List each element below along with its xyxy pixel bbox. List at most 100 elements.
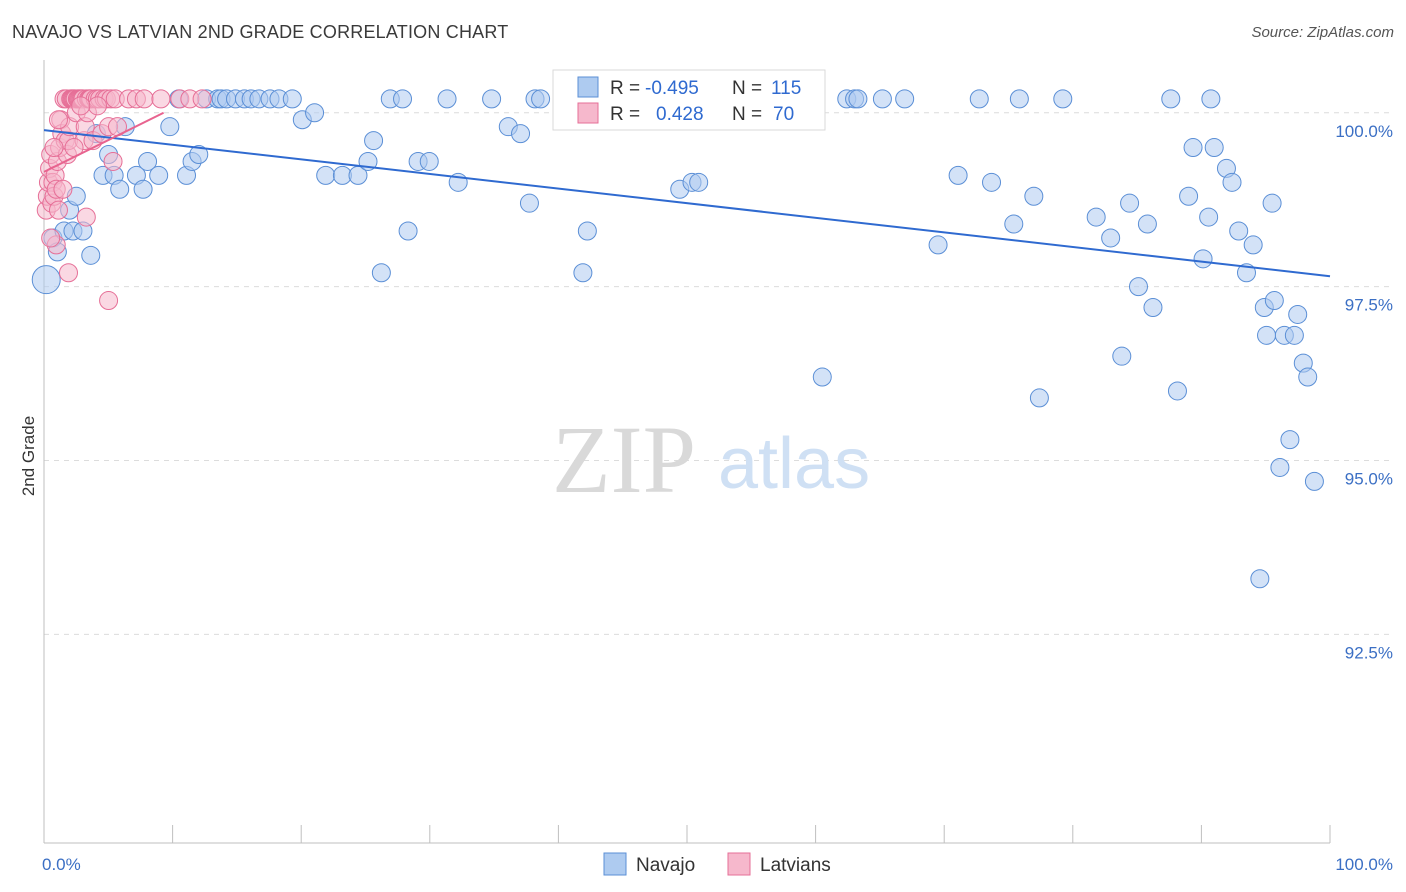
stats-swatch-latvians	[577, 102, 599, 124]
watermark: ZIP atlas	[552, 406, 870, 513]
navajo-point-45	[398, 221, 418, 241]
navajo-point-52	[511, 124, 531, 144]
legend: Navajo Latvians	[603, 852, 831, 876]
navajo-point-113	[1304, 471, 1324, 491]
watermark-atlas: atlas	[718, 424, 870, 504]
navajo-point-70	[872, 89, 892, 109]
latvian-point-68	[71, 96, 91, 116]
navajo-point-84	[1120, 193, 1140, 213]
navajo-point-101	[1250, 569, 1270, 589]
stats-r-label: R =	[610, 104, 640, 125]
stats-n-value-navajo: 115	[771, 78, 801, 99]
navajo-point-0	[31, 265, 61, 295]
navajo-point-91	[1183, 138, 1203, 158]
navajo-point-112	[1298, 367, 1318, 387]
navajo-point-83	[1112, 346, 1132, 366]
latvian-point-59	[192, 89, 212, 109]
navajo-point-53	[519, 193, 539, 213]
latvian-point-67	[87, 96, 107, 116]
navajo-point-50	[482, 89, 502, 109]
x-tick-label-1: 100.0%	[1335, 855, 1393, 874]
navajo-point-94	[1201, 89, 1221, 109]
stats-n-value-latvians: 70	[773, 104, 794, 125]
watermark-zip: ZIP	[552, 406, 696, 513]
stats-swatch-navajo	[577, 76, 599, 98]
navajo-point-74	[969, 89, 989, 109]
latvian-point-61	[99, 291, 119, 311]
navajo-point-80	[1053, 89, 1073, 109]
stats-n-label: N =	[732, 78, 762, 99]
navajo-point-72	[928, 235, 948, 255]
navajo-point-76	[1004, 214, 1024, 234]
legend-swatch-latvians	[727, 852, 751, 876]
navajo-point-98	[1229, 221, 1249, 241]
navajo-point-57	[573, 263, 593, 283]
navajo-point-66	[812, 367, 832, 387]
navajo-point-87	[1143, 298, 1163, 317]
navajo-point-92	[1193, 249, 1213, 269]
y-axis-label: 2nd Grade	[19, 416, 38, 496]
navajo-point-78	[1024, 186, 1044, 206]
x-tick-labels: 0.0% 100.0%	[42, 855, 1393, 874]
latvian-point-15	[53, 179, 73, 199]
navajo-point-95	[1204, 138, 1224, 158]
navajo-point-58	[577, 221, 597, 241]
stats-box: R = -0.495 N = 115 R = 0.428 N = 70	[552, 69, 826, 131]
legend-label-latvians: Latvians	[760, 855, 831, 876]
navajo-point-103	[1257, 325, 1277, 345]
navajo-point-93	[1199, 207, 1219, 227]
navajo-point-41	[364, 131, 384, 151]
chart-source: Source: ZipAtlas.com	[1251, 24, 1394, 41]
stats-r-value-navajo: -0.495	[645, 78, 699, 99]
navajo-point-48	[437, 89, 457, 109]
latvian-point-60	[58, 263, 78, 283]
navajo-point-97	[1222, 172, 1242, 192]
navajo-point-110	[1288, 304, 1308, 324]
data-points	[31, 89, 1324, 589]
navajo-point-86	[1137, 214, 1157, 234]
navajo-point-69	[848, 89, 868, 109]
y-tick-label-1: 97.5%	[1345, 296, 1393, 315]
y-tick-label-3: 92.5%	[1345, 643, 1393, 662]
latvian-point-55	[134, 89, 154, 109]
navajo-point-23	[189, 145, 209, 164]
navajo-point-44	[393, 89, 413, 109]
navajo-point-73	[948, 165, 968, 185]
stats-r-label: R =	[610, 78, 640, 99]
latvian-point-66	[48, 110, 68, 130]
latvian-point-64	[44, 138, 64, 158]
y-tick-labels: 100.0% 97.5% 95.0% 92.5%	[1335, 122, 1393, 663]
navajo-point-55	[531, 89, 551, 109]
latvian-trend-line	[43, 111, 165, 173]
axes	[43, 60, 1331, 844]
navajo-point-104	[1262, 193, 1282, 213]
y-tick-label-0: 100.0%	[1335, 122, 1393, 141]
navajo-point-108	[1280, 430, 1300, 450]
chart-title: NAVAJO VS LATVIAN 2ND GRADE CORRELATION …	[12, 22, 509, 42]
navajo-point-13	[110, 179, 130, 199]
navajo-point-19	[160, 117, 180, 137]
navajo-point-82	[1101, 228, 1121, 248]
navajo-point-75	[982, 172, 1002, 192]
navajo-point-85	[1128, 277, 1148, 297]
navajo-point-89	[1167, 381, 1187, 401]
navajo-point-16	[133, 179, 153, 199]
navajo-point-47	[419, 151, 439, 171]
legend-label-navajo: Navajo	[636, 855, 695, 876]
latvian-point-50	[103, 151, 123, 171]
stats-n-label: N =	[732, 104, 762, 125]
navajo-point-109	[1284, 325, 1304, 345]
navajo-point-42	[371, 263, 391, 283]
navajo-point-81	[1086, 207, 1106, 227]
navajo-point-106	[1270, 457, 1290, 477]
navajo-trend-line	[43, 129, 1331, 278]
navajo-point-71	[895, 89, 915, 109]
navajo-point-79	[1029, 388, 1049, 408]
navajo-point-88	[1161, 89, 1181, 109]
latvian-point-56	[151, 89, 171, 109]
latvian-point-62	[76, 207, 96, 227]
navajo-point-37	[316, 165, 336, 185]
navajo-point-34	[282, 89, 302, 109]
navajo-point-100	[1243, 235, 1263, 255]
